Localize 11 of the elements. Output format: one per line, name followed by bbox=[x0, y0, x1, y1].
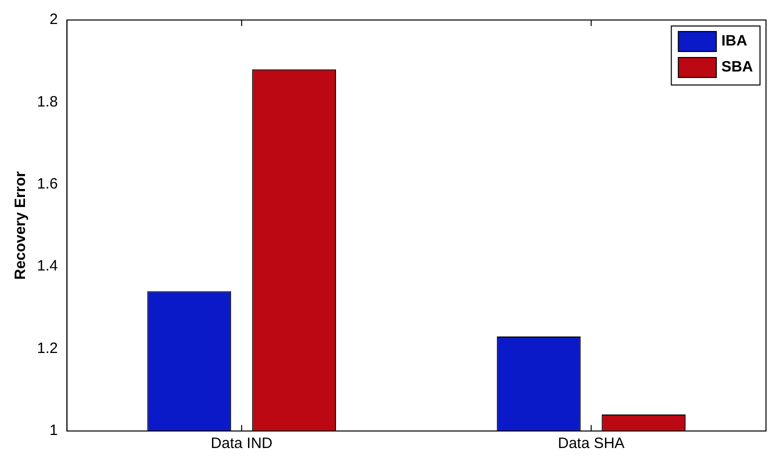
y-axis-title: Recovery Error bbox=[12, 171, 30, 280]
x-tick-label: Data IND bbox=[210, 435, 273, 452]
y-tick-label: 1.4 bbox=[36, 258, 58, 275]
legend-label: SBA bbox=[721, 58, 754, 76]
y-tick-label: 1 bbox=[50, 422, 58, 440]
x-tick-label: Data SHA bbox=[558, 435, 625, 452]
y-tick-label: 1.6 bbox=[36, 176, 58, 193]
y-tick-label: 2 bbox=[50, 11, 58, 28]
y-tick-label: 1.8 bbox=[36, 93, 58, 110]
legend-label: IBA bbox=[721, 32, 748, 50]
y-tick-label: 1.2 bbox=[36, 340, 58, 357]
